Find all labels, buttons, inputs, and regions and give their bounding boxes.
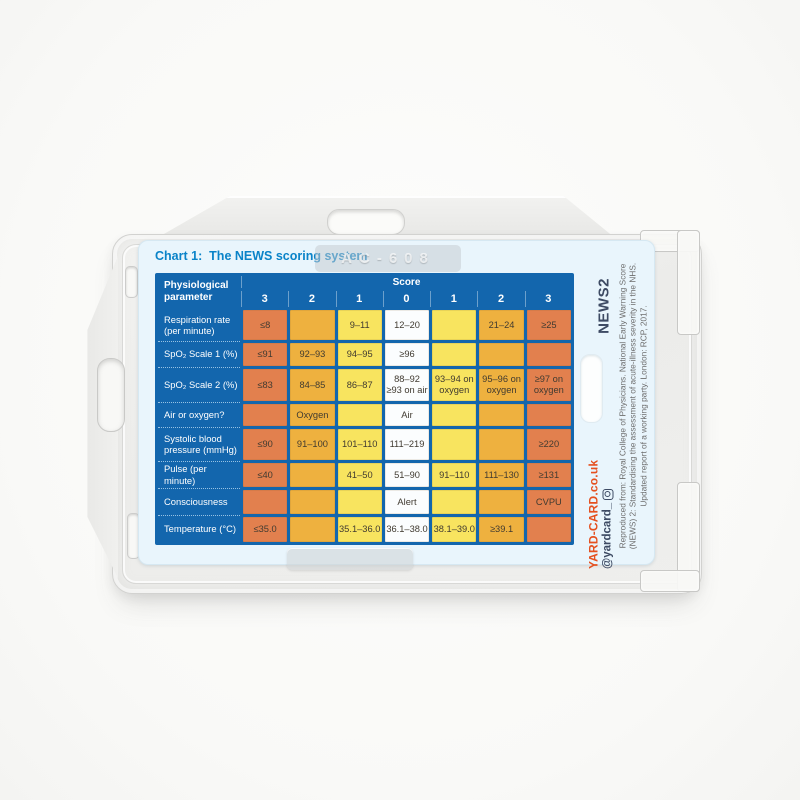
value-cell: ≥97 on oxygen [526, 369, 571, 401]
score-column-header: 2 [477, 291, 523, 307]
row-label: Air or oxygen? [158, 402, 240, 426]
value-cell [337, 404, 382, 426]
value-cell: ≥96 [384, 343, 430, 366]
value-cell [243, 404, 288, 426]
attribution-line-2: (NEWS) 2: Standardising the assessment o… [627, 262, 638, 550]
value-cell: Oxygen [290, 404, 335, 426]
value-cell: 51–90 [384, 463, 430, 487]
value-cell [432, 343, 477, 366]
value-cell: 36.1–38.0 [384, 517, 430, 542]
value-cell: ≤35.0 [243, 517, 288, 542]
value-cell: 91–100 [290, 429, 335, 460]
value-cell: 93–94 on oxygen [432, 369, 477, 401]
value-cell: 101–110 [337, 429, 382, 460]
value-cell [290, 490, 335, 514]
value-cell: 88–92 ≥93 on air [384, 369, 430, 401]
thumb-slide-tab [287, 548, 413, 570]
row-label: SpO₂ Scale 2 (%) [158, 367, 240, 401]
value-cell [290, 517, 335, 542]
corner-bracket-top-right-v [677, 230, 700, 335]
value-cell [526, 343, 571, 366]
row-label: Consciousness [158, 488, 240, 514]
value-cell: 94–95 [337, 343, 382, 366]
attribution-line-3: Updated report of a working party. Londo… [638, 305, 649, 507]
value-cell [290, 310, 335, 340]
value-cell: 41–50 [337, 463, 382, 487]
value-cell: ≤8 [243, 310, 288, 340]
value-cell [432, 490, 477, 514]
score-column-header: 1 [430, 291, 476, 307]
value-cell [479, 343, 524, 366]
value-cell [432, 429, 477, 460]
news2-label: NEWS2 [595, 278, 613, 334]
row-label: Temperature (°C) [158, 515, 240, 542]
news2-card: Chart 1: The NEWS scoring system Physiol… [138, 240, 655, 569]
attribution-text: Reproduced from: Royal College of Physic… [618, 241, 649, 571]
brand-url: YARD-CARD.co.uk [586, 459, 601, 569]
value-cell: 9–11 [337, 310, 382, 340]
value-cell [337, 490, 382, 514]
value-cell: 12–20 [384, 310, 430, 340]
score-column-header: 0 [382, 291, 429, 307]
value-cell: 84–85 [290, 369, 335, 401]
value-cell: ≤91 [243, 343, 288, 366]
value-cell [432, 404, 477, 426]
lanyard-slot [327, 209, 405, 235]
score-column-header: 3 [524, 291, 571, 307]
attribution-line-1: Reproduced from: Royal College of Physic… [617, 263, 628, 549]
value-cell [526, 404, 571, 426]
value-cell [290, 463, 335, 487]
value-cell: 92–93 [290, 343, 335, 366]
value-cell: 95–96 on oxygen [479, 369, 524, 401]
score-column-header: 3 [241, 291, 287, 307]
value-cell [243, 490, 288, 514]
value-cell: ≥220 [526, 429, 571, 460]
value-cell: 91–110 [432, 463, 477, 487]
row-label: SpO₂ Scale 1 (%) [158, 341, 240, 366]
value-cell: 38.1–39.0 [432, 517, 477, 542]
row-label: Pulse (per minute) [158, 461, 240, 487]
value-cell: 86–87 [337, 369, 382, 401]
value-cell: Air [384, 404, 430, 426]
left-retainer-slot-top [125, 266, 138, 298]
instagram-handle-row: @yardcard_ [602, 445, 614, 569]
value-cell: ≤90 [243, 429, 288, 460]
value-cell: 21–24 [479, 310, 524, 340]
instagram-handle: @yardcard_ [601, 502, 614, 569]
value-cell: 111–130 [479, 463, 524, 487]
value-cell [432, 310, 477, 340]
value-cell: ≤83 [243, 369, 288, 401]
score-header: Score [241, 276, 571, 288]
left-wing-slot [97, 358, 125, 432]
parameter-header: Physiological parameter [164, 279, 229, 303]
value-cell: ≤40 [243, 463, 288, 487]
value-cell: 111–219 [384, 429, 430, 460]
news-table: Physiological parameter Score 3 2 1 0 1 2 3 Respi… [155, 273, 574, 545]
row-label: Respiration rate (per minute) [164, 313, 231, 336]
value-cell [479, 404, 524, 426]
value-cell: ≥25 [526, 310, 571, 340]
value-cell [479, 429, 524, 460]
value-cell: Alert [384, 490, 430, 514]
score-column-header: 1 [335, 291, 382, 307]
value-cell [526, 517, 571, 542]
brand-block: YARD-CARD.co.uk @yardcard_ [587, 445, 614, 569]
card-punch-slot [580, 354, 603, 423]
embossed-model-number: AC-608 [315, 245, 461, 272]
value-cell: 35.1–36.0 [337, 517, 382, 542]
score-column-header: 2 [288, 291, 334, 307]
value-cell: CVPU [526, 490, 571, 514]
value-cell: ≥39.1 [479, 517, 524, 542]
value-cell [479, 490, 524, 514]
instagram-icon [602, 488, 613, 500]
row-label: Systolic blood pressure (mmHg) [158, 427, 240, 460]
value-cell: ≥131 [526, 463, 571, 487]
corner-bracket-bottom-right-h [640, 570, 700, 592]
